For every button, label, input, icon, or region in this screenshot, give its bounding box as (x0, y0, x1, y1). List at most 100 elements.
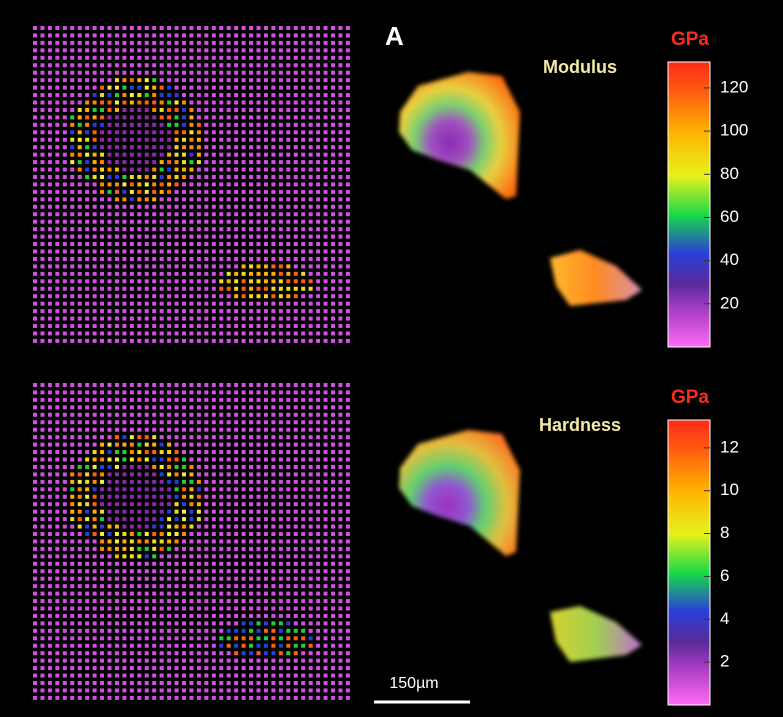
indent-dot (204, 621, 209, 626)
indent-dot (182, 651, 186, 656)
indent-dot (323, 249, 328, 254)
indent-dot (114, 524, 119, 529)
indent-dot (271, 427, 276, 432)
indent-dot (345, 412, 350, 417)
indent-dot (62, 532, 67, 536)
indent-dot (196, 643, 201, 648)
indent-dot (323, 204, 328, 209)
indent-dot (144, 33, 149, 38)
indent-dot (159, 532, 164, 536)
indent-dot (249, 122, 254, 127)
indent-dot (159, 695, 164, 700)
indent-dot (234, 78, 239, 83)
indent-dot (107, 55, 112, 60)
indent-dot (271, 204, 276, 209)
indent-dot (100, 390, 105, 395)
indent-dot (308, 264, 313, 269)
indent-dot (159, 643, 164, 648)
indent-dot (174, 264, 179, 269)
indent-dot (107, 316, 112, 321)
indent-dot (196, 85, 201, 90)
indent-dot (107, 219, 112, 224)
indent-dot (204, 115, 209, 120)
indent-dot (219, 502, 224, 507)
indent-dot (33, 457, 37, 462)
indent-dot (33, 271, 37, 276)
indent-dot (226, 628, 231, 633)
indent-dot (152, 130, 157, 135)
indent-dot (196, 420, 201, 425)
indent-dot (40, 457, 45, 462)
indent-dot (323, 100, 328, 105)
indent-dot (62, 115, 67, 120)
indent-dot (47, 688, 52, 693)
indent-dot (219, 286, 224, 291)
indent-dot (100, 175, 105, 179)
indent-dot (107, 695, 112, 700)
indent-dot (174, 532, 179, 536)
indent-dot (271, 249, 276, 254)
indent-dot (85, 561, 90, 566)
indent-dot (316, 569, 321, 574)
indent-dot (241, 546, 246, 551)
indent-dot (301, 472, 306, 477)
indent-dot (152, 286, 157, 291)
indent-dot (293, 48, 298, 53)
indent-dot (263, 390, 268, 395)
indent-dot (301, 249, 306, 254)
indent-dot (301, 673, 306, 678)
indent-dot (241, 122, 246, 127)
indent-dot (196, 78, 201, 83)
indent-dot (100, 546, 105, 551)
indent-dot (278, 666, 283, 671)
indent-dot (345, 651, 350, 656)
indent-dot (122, 204, 127, 209)
indent-dot (122, 599, 127, 604)
indent-dot (249, 160, 254, 165)
indent-dot (129, 26, 134, 30)
indent-dot (316, 450, 321, 455)
indent-dot (331, 554, 335, 559)
indent-dot (100, 405, 105, 410)
indent-dot (234, 591, 239, 596)
indent-dot (211, 78, 216, 83)
indent-dot (189, 509, 194, 514)
indent-dot (62, 338, 67, 343)
indent-dot (129, 279, 134, 284)
indent-dot (249, 561, 254, 566)
indent-dot (33, 309, 37, 314)
indent-dot (189, 271, 194, 276)
indent-dot (129, 122, 134, 127)
indent-dot (144, 115, 149, 120)
indent-dot (92, 584, 97, 589)
indent-dot (234, 309, 239, 314)
indent-dot (40, 464, 45, 469)
indent-dot (62, 539, 67, 544)
indent-dot (47, 33, 52, 38)
indent-dot (189, 167, 194, 172)
indent-dot (278, 242, 283, 247)
indent-dot (234, 412, 239, 417)
indent-dot (331, 175, 335, 179)
indent-dot (152, 688, 157, 693)
indent-dot (114, 666, 119, 671)
indent-dot (219, 256, 224, 261)
indent-dot (271, 182, 276, 187)
indent-dot (129, 681, 134, 685)
indent-dot (159, 242, 164, 247)
indent-dot (301, 524, 306, 529)
indent-dot (301, 502, 306, 507)
indent-dot (211, 412, 216, 417)
indent-dot (345, 197, 350, 202)
indent-dot (249, 107, 254, 112)
indent-dot (316, 464, 321, 469)
indent-dot (323, 227, 328, 232)
indent-dot (323, 130, 328, 135)
indent-dot (167, 606, 172, 611)
indent-dot (70, 152, 75, 157)
indent-dot (159, 324, 164, 328)
indent-dot (129, 636, 134, 641)
indent-dot (211, 93, 216, 98)
indent-dot (62, 331, 67, 336)
indent-dot (159, 175, 164, 179)
